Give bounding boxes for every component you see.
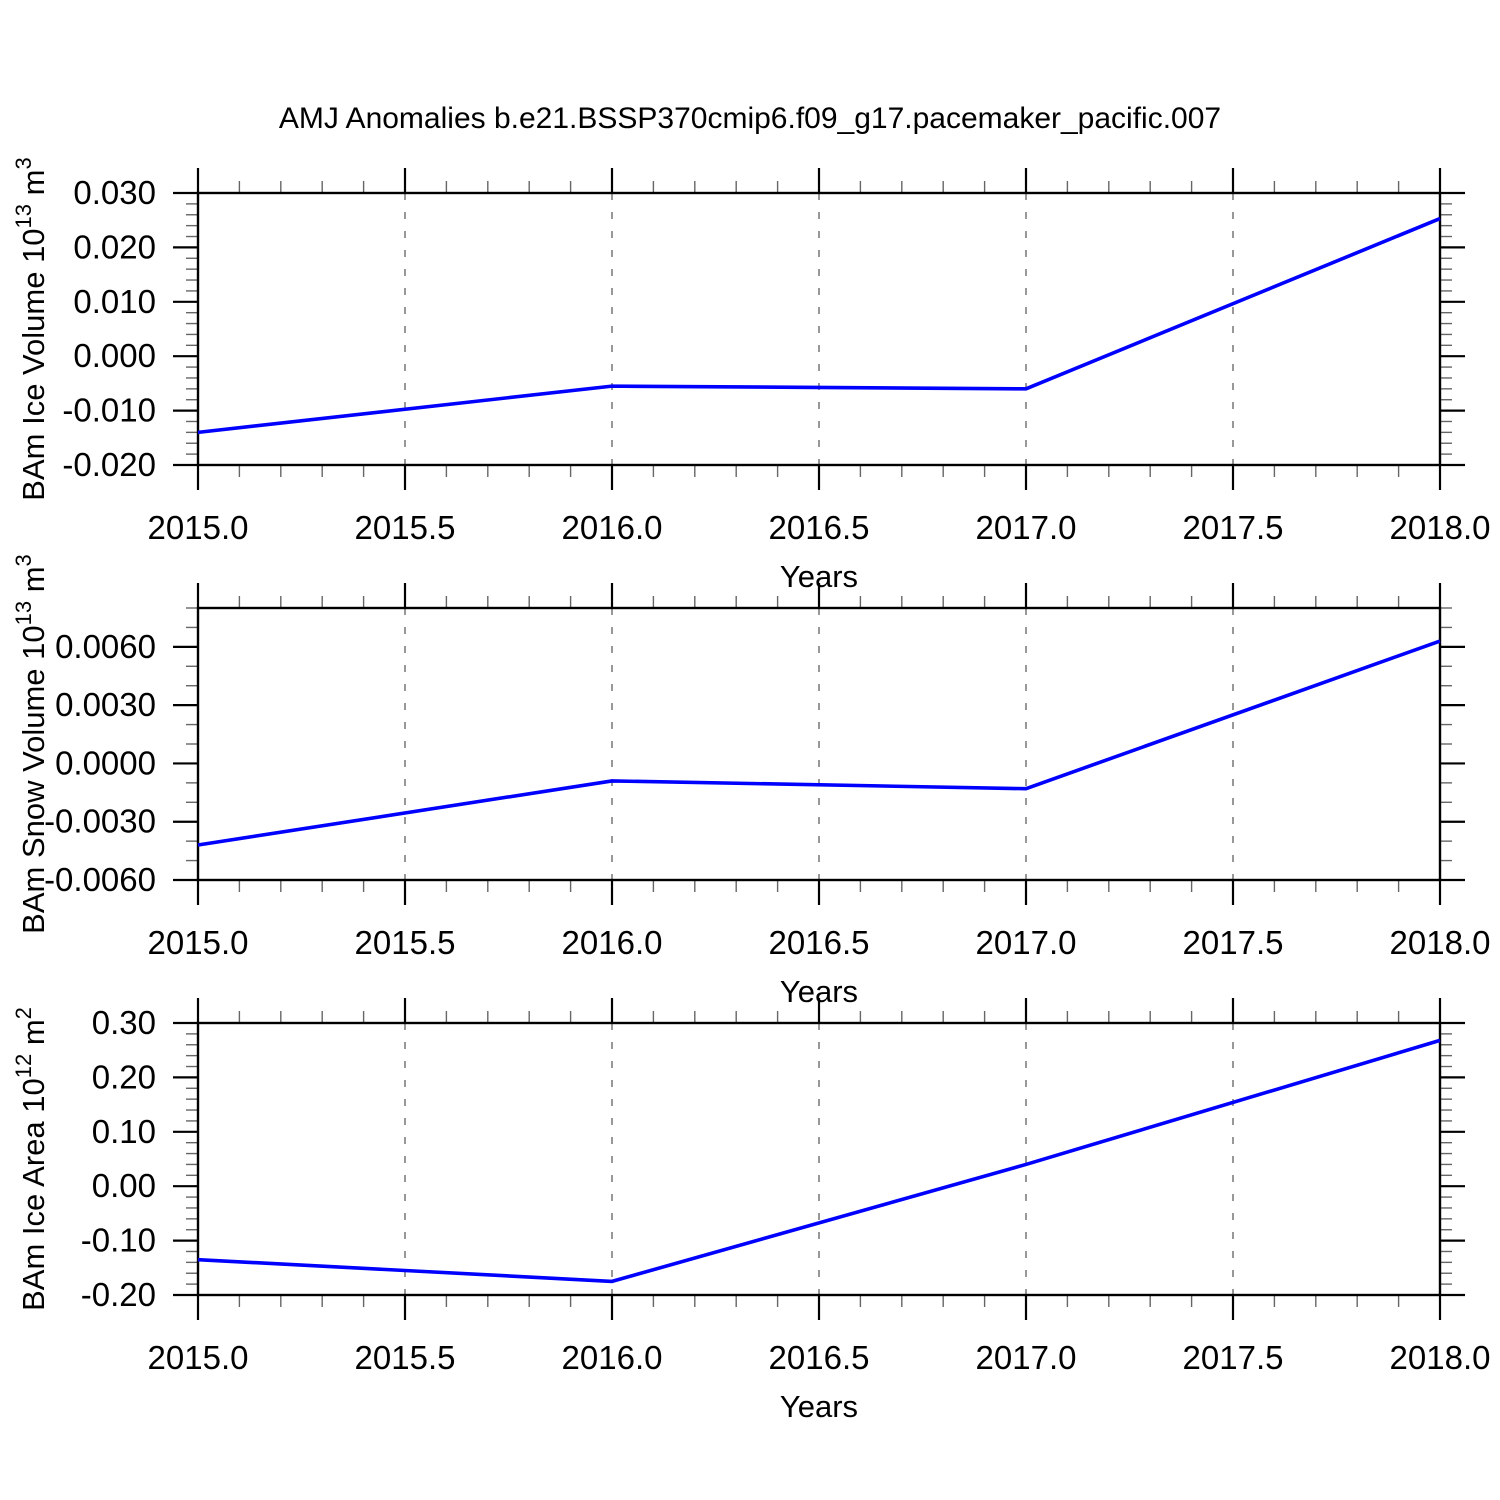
y-tick-label: 0.010 xyxy=(73,283,156,320)
x-tick-label: 2016.0 xyxy=(562,924,663,961)
x-tick-label: 2018.0 xyxy=(1390,509,1491,546)
x-tick-label: 2015.0 xyxy=(148,509,249,546)
ticks xyxy=(173,998,1465,1320)
y-tick-label: -0.10 xyxy=(81,1222,156,1259)
x-tick-label: 2015.5 xyxy=(355,924,456,961)
y-axis-title: BAm Ice Area 1012 m2 xyxy=(11,1007,51,1311)
y-tick-label: -0.20 xyxy=(81,1276,156,1313)
x-axis-title: Years xyxy=(780,1389,858,1424)
x-tick-label: 2017.5 xyxy=(1183,509,1284,546)
y-tick-label: -0.010 xyxy=(62,392,156,429)
chart-title: AMJ Anomalies b.e21.BSSP370cmip6.f09_g17… xyxy=(278,102,1222,135)
y-tick-labels: 0.30 0.20 0.10 0.00 -0.10 -0.20 xyxy=(81,1004,156,1313)
panel-snow-volume: 2015.0 2015.5 2016.0 2016.5 2017.0 2017.5 2018… xyxy=(11,554,1490,1009)
gridlines xyxy=(404,193,1234,465)
y-axis-title: BAm Ice Volume 1013 m3 xyxy=(11,157,51,500)
x-tick-label: 2016.5 xyxy=(769,1339,870,1376)
plot-frame xyxy=(196,1021,1442,1297)
y-tick-label: 0.030 xyxy=(73,174,156,211)
x-tick-label: 2015.5 xyxy=(355,509,456,546)
y-tick-label: 0.20 xyxy=(92,1058,156,1095)
panel-ice-volume: 2015.0 2015.5 2016.0 2016.5 2017.0 2017.5 2018… xyxy=(11,157,1490,594)
gridlines xyxy=(404,1023,1234,1295)
y-axis-title: BAm Snow Volume 1013 m3 xyxy=(11,554,51,934)
plot-frame xyxy=(196,606,1442,882)
plot-frame xyxy=(196,191,1442,467)
ticks xyxy=(173,583,1465,905)
ticks xyxy=(173,168,1465,490)
x-tick-label: 2016.0 xyxy=(562,1339,663,1376)
x-tick-labels: 2015.0 2015.5 2016.0 2016.5 2017.0 2017.5 2018… xyxy=(148,924,1491,961)
y-tick-label: 0.0030 xyxy=(55,686,156,723)
x-tick-label: 2017.0 xyxy=(976,924,1077,961)
gridlines xyxy=(404,608,1234,880)
x-tick-labels: 2015.0 2015.5 2016.0 2016.5 2017.0 2017.5 2018… xyxy=(148,509,1491,546)
x-tick-label: 2018.0 xyxy=(1390,924,1491,961)
y-tick-labels: 0.030 0.020 0.010 0.000 -0.010 -0.020 xyxy=(62,174,156,483)
x-tick-labels: 2015.0 2015.5 2016.0 2016.5 2017.0 2017.5 2018… xyxy=(148,1339,1491,1376)
x-tick-label: 2017.0 xyxy=(976,1339,1077,1376)
x-tick-label: 2017.5 xyxy=(1183,1339,1284,1376)
data-line-ice-volume xyxy=(197,216,1441,435)
y-tick-label: -0.020 xyxy=(62,446,156,483)
data-line-snow-volume xyxy=(197,639,1441,847)
y-tick-label: 0.30 xyxy=(92,1004,156,1041)
y-tick-labels: 0.0060 0.0030 0.0000 -0.0030 -0.0060 xyxy=(44,628,156,898)
y-tick-label: 0.0060 xyxy=(55,628,156,665)
y-tick-label: -0.0060 xyxy=(44,861,156,898)
y-tick-label: 0.0000 xyxy=(55,744,156,781)
x-tick-label: 2015.5 xyxy=(355,1339,456,1376)
x-tick-label: 2015.0 xyxy=(148,924,249,961)
x-tick-label: 2018.0 xyxy=(1390,1339,1491,1376)
x-tick-label: 2017.0 xyxy=(976,509,1077,546)
y-tick-label: 0.000 xyxy=(73,337,156,374)
y-tick-label: 0.00 xyxy=(92,1167,156,1204)
y-tick-label: 0.020 xyxy=(73,228,156,265)
x-tick-label: 2016.5 xyxy=(769,924,870,961)
x-tick-label: 2016.5 xyxy=(769,509,870,546)
x-tick-label: 2016.0 xyxy=(562,509,663,546)
x-tick-label: 2015.0 xyxy=(148,1339,249,1376)
panel-ice-area: 2015.0 2015.5 2016.0 2016.5 2017.0 2017.5 2018… xyxy=(11,998,1490,1424)
data-line-ice-area xyxy=(197,1038,1441,1284)
y-tick-label: 0.10 xyxy=(92,1113,156,1150)
y-tick-label: -0.0030 xyxy=(44,803,156,840)
x-tick-label: 2017.5 xyxy=(1183,924,1284,961)
